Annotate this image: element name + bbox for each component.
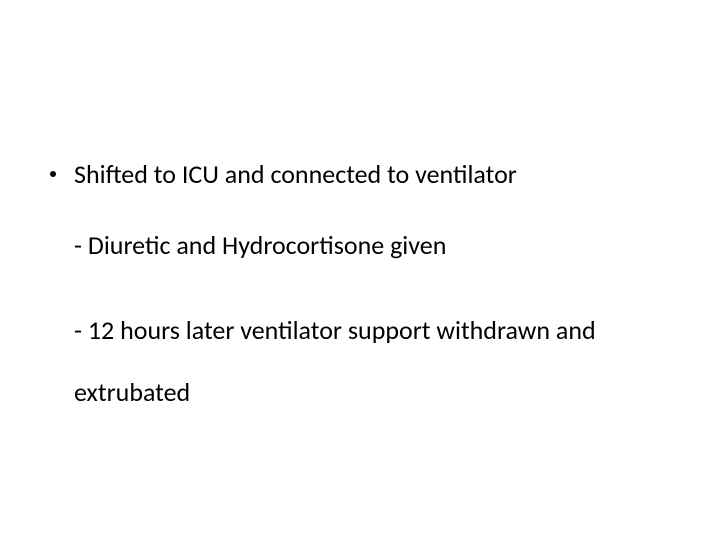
bullet-text: Shifted to ICU and connected to ventilat… [74,158,517,191]
sub-line-2: - 12 hours later ventilator support with… [74,299,680,424]
slide-container: Shifted to ICU and connected to ventilat… [0,0,720,540]
bullet-marker-icon [50,171,56,177]
slide-content: Shifted to ICU and connected to ventilat… [50,158,680,424]
bullet-item: Shifted to ICU and connected to ventilat… [50,158,680,191]
sub-line-1: - Diuretic and Hydrocortisone given [74,229,680,262]
